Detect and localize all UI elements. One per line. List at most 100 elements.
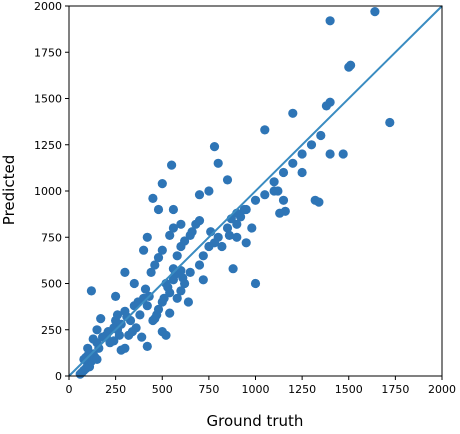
- scatter-point: [338, 149, 348, 159]
- x-tick-label: 750: [198, 383, 219, 396]
- scatter-point: [96, 314, 106, 324]
- scatter-point: [185, 267, 195, 277]
- x-tick-label: 500: [152, 383, 173, 396]
- scatter-point: [168, 204, 178, 215]
- scatter-point: [325, 149, 335, 159]
- scatter-point: [140, 284, 151, 294]
- scatter-point: [288, 108, 298, 118]
- scatter-point: [306, 140, 317, 150]
- scatter-point: [198, 251, 208, 261]
- y-tick-label: 1000: [34, 185, 62, 198]
- scatter-point: [112, 310, 123, 320]
- scatter-point: [142, 232, 152, 242]
- scatter-point: [142, 341, 152, 351]
- scatter-point: [157, 179, 167, 189]
- scatter-point: [209, 142, 220, 152]
- scatter-point: [172, 293, 182, 303]
- scatter-point: [153, 253, 164, 263]
- scatter-point: [86, 286, 96, 296]
- y-axis-title: Predicted: [0, 155, 18, 225]
- scatter-point: [83, 343, 93, 353]
- axes: 0 250 500 750 1000 1250 1500 1750 2000 0 250 500 750…: [34, 0, 456, 396]
- scatter-point: [127, 327, 137, 337]
- y-tick-label: 750: [41, 231, 62, 244]
- scatter-point: [278, 195, 289, 205]
- scatter-point: [385, 117, 395, 128]
- x-tick-label: 0: [66, 383, 73, 396]
- y-tick-label: 2000: [34, 0, 62, 13]
- scatter-point: [325, 16, 335, 26]
- scatter-point: [278, 167, 289, 178]
- scatter-point: [176, 286, 186, 296]
- scatter-point: [222, 223, 233, 233]
- scatter-point: [224, 230, 234, 240]
- scatter-point: [269, 177, 279, 187]
- scatter-point: [167, 160, 177, 170]
- scatter-point: [129, 278, 139, 289]
- scatter-point: [217, 241, 227, 252]
- y-tick-label: 250: [41, 324, 62, 337]
- scatter-point: [139, 245, 149, 255]
- scatter-point: [111, 291, 121, 301]
- scatter-point: [297, 167, 307, 178]
- scatter-point: [172, 251, 182, 261]
- scatter-point: [228, 264, 238, 274]
- scatter-point: [247, 223, 257, 233]
- y-tick-label: 1250: [34, 139, 62, 152]
- x-tick-label: 1000: [242, 383, 270, 396]
- scatter-point: [314, 197, 324, 207]
- scatter-point: [269, 186, 279, 196]
- scatter-point: [109, 336, 119, 346]
- scatter-point: [213, 158, 223, 168]
- y-tick-label: 1750: [34, 46, 62, 59]
- scatter-point: [232, 232, 242, 242]
- scatter-point: [157, 245, 167, 255]
- scatter-point: [236, 212, 246, 222]
- scatter-point: [204, 186, 214, 196]
- scatter-point: [241, 238, 251, 248]
- x-tick-label: 1750: [381, 383, 409, 396]
- scatter-point: [120, 343, 130, 353]
- scatter-point: [153, 204, 164, 215]
- scatter-point: [346, 60, 356, 70]
- scatter-point: [153, 304, 164, 314]
- scatter-point: [194, 260, 205, 270]
- scatter-point: [165, 288, 175, 298]
- scatter-point: [114, 330, 124, 340]
- x-tick-label: 1250: [288, 383, 316, 396]
- scatter-point: [194, 216, 205, 226]
- scatter-point: [288, 158, 298, 168]
- scatter-point: [120, 267, 130, 277]
- y-tick-label: 0: [55, 370, 62, 383]
- scatter-point: [92, 354, 102, 364]
- scatter-point: [297, 149, 307, 159]
- scatter-point: [260, 125, 270, 135]
- scatter-point: [180, 278, 190, 289]
- identity-line: [68, 5, 443, 377]
- plot-area: [68, 5, 443, 379]
- scatter-point: [150, 260, 160, 270]
- scatter-point: [180, 236, 190, 246]
- scatter-point: [250, 195, 261, 205]
- scatter-point: [165, 230, 175, 240]
- scatter-point: [148, 193, 158, 203]
- scatter-point: [137, 332, 147, 342]
- scatter-point: [92, 325, 102, 335]
- y-tick-label: 500: [41, 278, 62, 291]
- scatter-point: [194, 190, 205, 200]
- x-tick-label: 1500: [335, 383, 363, 396]
- scatter-point: [79, 354, 89, 364]
- scatter-point: [135, 310, 145, 320]
- y-tick-label: 1500: [34, 93, 62, 106]
- scatter-point: [187, 227, 197, 237]
- scatter-point: [146, 267, 156, 277]
- scatter-point: [232, 219, 242, 229]
- scatter-point: [260, 190, 270, 200]
- x-tick-label: 2000: [428, 383, 456, 396]
- scatter-point: [183, 297, 193, 307]
- scatter-point: [316, 130, 326, 141]
- x-axis-title: Ground truth: [207, 412, 304, 429]
- scatter-point: [161, 330, 171, 340]
- scatter-point: [176, 219, 186, 229]
